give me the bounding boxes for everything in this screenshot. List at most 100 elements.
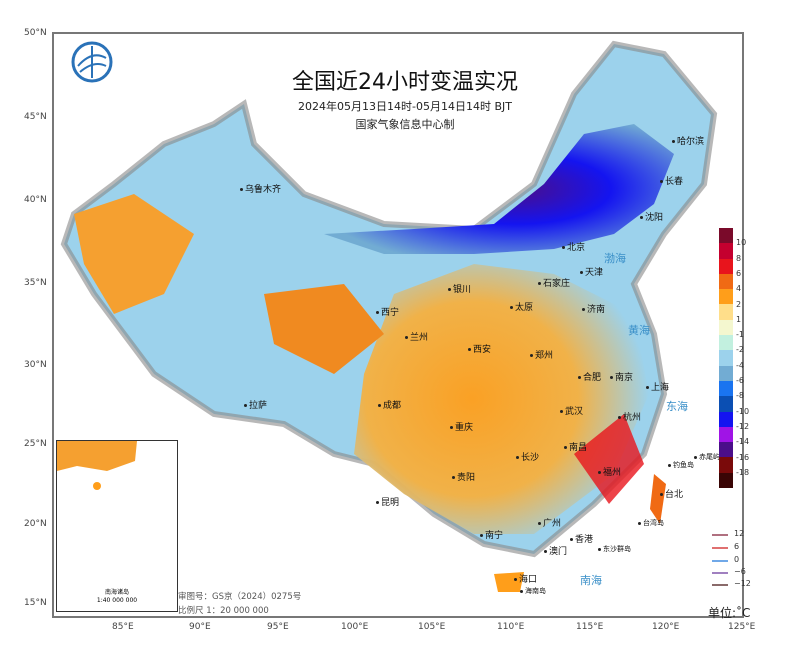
city-label: 西宁 bbox=[376, 305, 399, 318]
contour-legend-line bbox=[712, 547, 728, 549]
cold-region-north bbox=[324, 124, 674, 254]
warm-region-southeast bbox=[574, 414, 644, 504]
legend-label: 6 bbox=[736, 268, 742, 278]
legend-label: -16 bbox=[736, 452, 750, 462]
city-label: 昆明 bbox=[376, 495, 399, 508]
city-label: 长春 bbox=[660, 174, 683, 187]
city-label: 乌鲁木齐 bbox=[240, 182, 281, 195]
lat-tick: 30°N bbox=[24, 360, 47, 370]
map-canvas bbox=[60, 40, 718, 592]
sea-label: 东海 bbox=[666, 400, 688, 413]
city-label: 上海 bbox=[646, 380, 669, 393]
city-label: 郑州 bbox=[530, 348, 553, 361]
legend-swatch bbox=[719, 289, 733, 305]
legend-swatch bbox=[719, 472, 733, 489]
city-label: 贵阳 bbox=[452, 470, 475, 483]
legend-swatch bbox=[719, 243, 733, 259]
contour-legend-label: 6 bbox=[734, 542, 740, 551]
lat-tick: 35°N bbox=[24, 278, 47, 288]
island-label: 台湾岛 bbox=[638, 518, 664, 528]
island-label: 赤尾屿 bbox=[694, 452, 720, 462]
cma-logo bbox=[71, 41, 113, 83]
inset-scale: 1:40 000 000 bbox=[96, 597, 138, 604]
lat-tick: 50°N bbox=[24, 28, 47, 38]
city-label: 台北 bbox=[660, 487, 683, 500]
lon-tick: 95°E bbox=[267, 622, 289, 632]
map-scale: 比例尺 1：20 000 000 bbox=[178, 606, 269, 616]
legend-swatch bbox=[719, 335, 733, 351]
legend-label: 1 bbox=[736, 314, 742, 324]
legend-label: -8 bbox=[736, 391, 744, 401]
contour-legend-line bbox=[712, 534, 728, 536]
lon-tick: 125°E bbox=[728, 622, 756, 632]
city-label: 南京 bbox=[610, 370, 633, 383]
contour-legend-line bbox=[712, 560, 728, 562]
city-label: 澳门 bbox=[544, 544, 567, 557]
city-label: 长沙 bbox=[516, 450, 539, 463]
legend-label: -18 bbox=[736, 467, 750, 477]
legend-swatch bbox=[719, 304, 733, 320]
legend-swatch bbox=[719, 365, 733, 381]
city-label: 石家庄 bbox=[538, 276, 570, 289]
map-producer: 国家气象信息中心制 bbox=[355, 118, 455, 131]
city-label: 杭州 bbox=[618, 410, 641, 423]
city-label: 南宁 bbox=[480, 528, 503, 541]
legend-swatch bbox=[719, 258, 733, 274]
inset-map bbox=[57, 441, 137, 490]
legend-swatch bbox=[719, 319, 733, 336]
legend-label: 10 bbox=[736, 238, 747, 248]
inset-title: 南海诸岛 bbox=[104, 589, 129, 596]
legend-swatch bbox=[719, 350, 733, 366]
lat-tick: 15°N bbox=[24, 598, 47, 608]
map-title: 全国近24小时变温实况 bbox=[292, 70, 518, 95]
legend-label: -10 bbox=[736, 406, 750, 416]
south-china-sea-inset: 南海诸岛 1:40 000 000 bbox=[56, 440, 178, 612]
lat-tick: 45°N bbox=[24, 112, 47, 122]
city-label: 武汉 bbox=[560, 404, 583, 417]
lon-tick: 90°E bbox=[189, 622, 211, 632]
sea-label: 南海 bbox=[580, 574, 602, 587]
warm-region-plateau bbox=[264, 284, 384, 374]
lon-tick: 105°E bbox=[418, 622, 446, 632]
legend-label: -6 bbox=[736, 376, 744, 385]
legend-label: -12 bbox=[736, 421, 750, 431]
lat-tick: 25°N bbox=[24, 439, 47, 449]
legend-label: -1 bbox=[736, 330, 744, 340]
lat-tick: 20°N bbox=[24, 519, 47, 529]
lon-tick: 110°E bbox=[497, 622, 525, 632]
sea-label: 渤海 bbox=[604, 252, 626, 265]
legend-label: 8 bbox=[736, 253, 742, 263]
city-label: 沈阳 bbox=[640, 210, 663, 223]
legend-label: -4 bbox=[736, 360, 744, 370]
map-subtitle: 2024年05月13日14时-05月14日14时 BJT bbox=[298, 100, 512, 113]
city-label: 哈尔滨 bbox=[672, 134, 704, 147]
legend-swatch bbox=[719, 273, 733, 290]
legend-swatch bbox=[719, 457, 733, 473]
city-label: 西安 bbox=[468, 342, 491, 355]
unit-label: 单位:˚C bbox=[708, 606, 751, 620]
island-label: 钓鱼岛 bbox=[668, 460, 694, 470]
sea-label: 黄海 bbox=[628, 324, 650, 337]
color-legend bbox=[719, 228, 733, 489]
legend-swatch bbox=[719, 426, 733, 443]
legend-label: -14 bbox=[736, 437, 750, 447]
contour-legend-label: 0 bbox=[734, 555, 740, 564]
city-label: 南昌 bbox=[564, 440, 587, 453]
city-label: 重庆 bbox=[450, 420, 473, 433]
legend-swatch bbox=[719, 396, 733, 412]
lon-tick: 115°E bbox=[576, 622, 604, 632]
city-label: 香港 bbox=[570, 532, 593, 545]
city-label: 合肥 bbox=[578, 370, 601, 383]
contour-legend-line bbox=[712, 584, 728, 586]
contour-legend-label: 12 bbox=[734, 529, 745, 538]
legend-label: 4 bbox=[736, 284, 742, 294]
city-label: 太原 bbox=[510, 300, 533, 313]
warm-region-west bbox=[74, 194, 194, 314]
city-label: 济南 bbox=[582, 302, 605, 315]
city-label: 成都 bbox=[378, 398, 401, 411]
island-label: 海南岛 bbox=[520, 586, 546, 596]
city-label: 北京 bbox=[562, 240, 585, 253]
city-label: 拉萨 bbox=[244, 398, 267, 411]
lon-tick: 100°E bbox=[341, 622, 369, 632]
